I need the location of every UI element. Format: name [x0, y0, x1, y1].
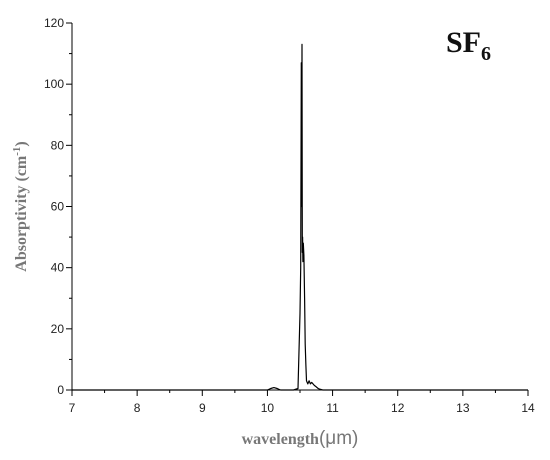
gas-annotation-subscript: 6: [481, 43, 491, 65]
y-axis-title-main: Absorptivity (cm: [13, 155, 30, 272]
x-tick-label: 10: [261, 401, 275, 415]
x-tick-label: 14: [521, 401, 535, 415]
y-tick-label: 120: [44, 16, 64, 30]
y-axis-title-end: ): [13, 141, 30, 146]
series-layer: [72, 43, 528, 391]
y-tick-label: 0: [57, 383, 64, 397]
gas-annotation: SF6: [446, 26, 491, 65]
x-tick-label: 7: [69, 401, 76, 415]
x-axis-title-unit: (μm): [319, 428, 358, 449]
y-axis-title-sup: -1: [11, 147, 23, 156]
absorptivity-series-line: [72, 43, 528, 391]
y-tick-label: 100: [44, 77, 64, 91]
y-tick-label: 80: [51, 138, 65, 152]
x-tick-label: 12: [391, 401, 405, 415]
ticks: 7 8 9 10 11 12 13 14 0 20 40 60 80 100 120: [44, 16, 535, 415]
y-tick-label: 60: [51, 200, 65, 214]
y-axis-title: Absorptivity (cm-1): [11, 141, 30, 271]
y-tick-label: 20: [51, 322, 65, 336]
x-tick-label: 11: [326, 401, 339, 415]
x-tick-label: 8: [134, 401, 141, 415]
gas-annotation-main: SF: [446, 26, 481, 59]
x-tick-label: 13: [456, 401, 470, 415]
y-tick-label: 40: [51, 261, 65, 275]
x-axis-title-main: wavelength: [242, 431, 319, 448]
labels: wavelength(μm) Absorptivity (cm-1) SF6: [11, 26, 491, 449]
x-tick-label: 9: [199, 401, 206, 415]
x-axis-title: wavelength(μm): [242, 428, 359, 449]
